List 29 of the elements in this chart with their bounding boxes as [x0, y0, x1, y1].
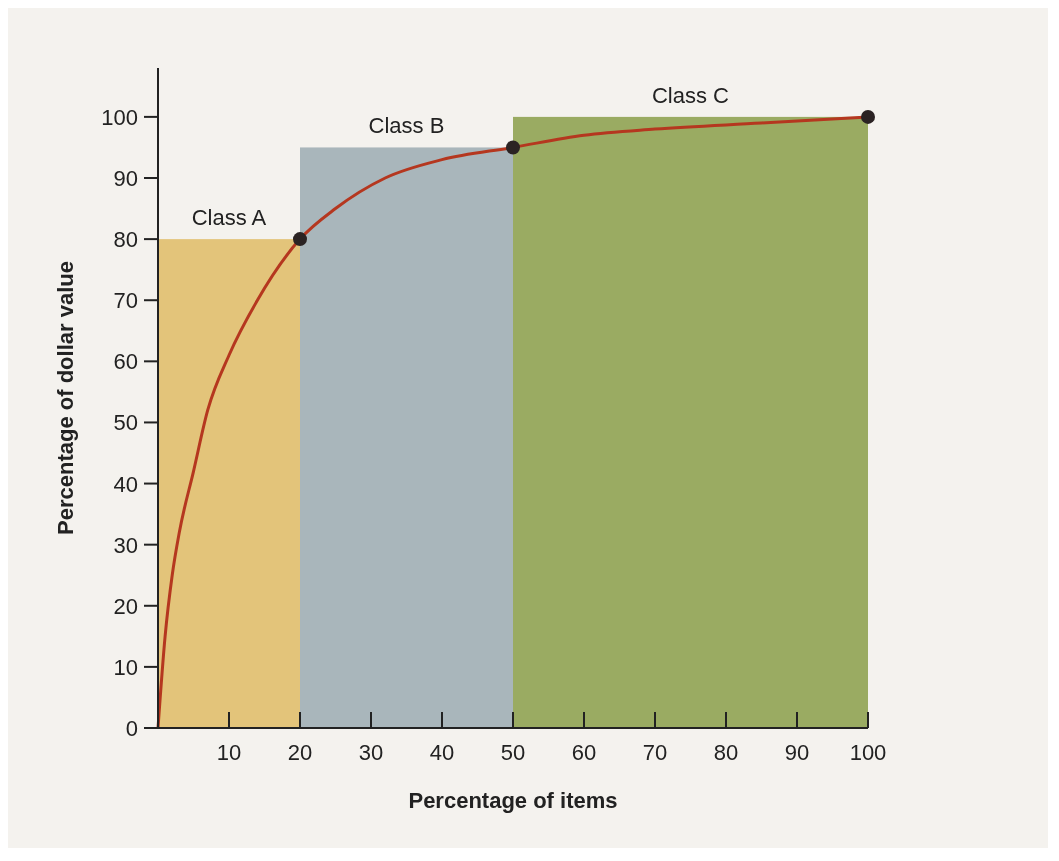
y-tick-label: 20 — [113, 593, 138, 619]
point — [293, 232, 307, 247]
x-tick-label: 10 — [216, 740, 242, 765]
y-tick-label: 40 — [113, 471, 138, 497]
x-tick-label: 80 — [713, 740, 739, 765]
y-tick-label: 60 — [113, 349, 138, 375]
y-tick-label: 80 — [113, 227, 138, 253]
y-tick-label: 100 — [101, 104, 138, 130]
y-tick-label: 30 — [113, 532, 138, 558]
x-axis-title: Percentage of items — [408, 788, 618, 813]
y-tick-label: 50 — [113, 410, 138, 436]
x-tick-label: 70 — [642, 740, 668, 765]
x-tick-label: 30 — [358, 740, 384, 765]
x-tick-label: 100 — [849, 740, 887, 765]
x-tick-label: 20 — [287, 740, 313, 765]
y-tick-label: 10 — [113, 654, 138, 680]
y-tick-label: 70 — [113, 288, 138, 314]
point — [506, 140, 520, 155]
point — [861, 109, 875, 124]
x-tick-label: 90 — [784, 740, 810, 765]
y-axis-title: Percentage of dollar value — [53, 261, 78, 535]
x-tick-label: 60 — [571, 740, 597, 765]
y-tick-label: 0 — [125, 716, 138, 741]
annotation: Class C — [651, 82, 730, 108]
y-tick-label: 90 — [113, 166, 138, 191]
annotation: Class B — [368, 113, 445, 139]
annotation: Class A — [191, 205, 267, 231]
x-tick-label: 50 — [500, 740, 526, 765]
x-tick-label: 40 — [429, 740, 455, 765]
